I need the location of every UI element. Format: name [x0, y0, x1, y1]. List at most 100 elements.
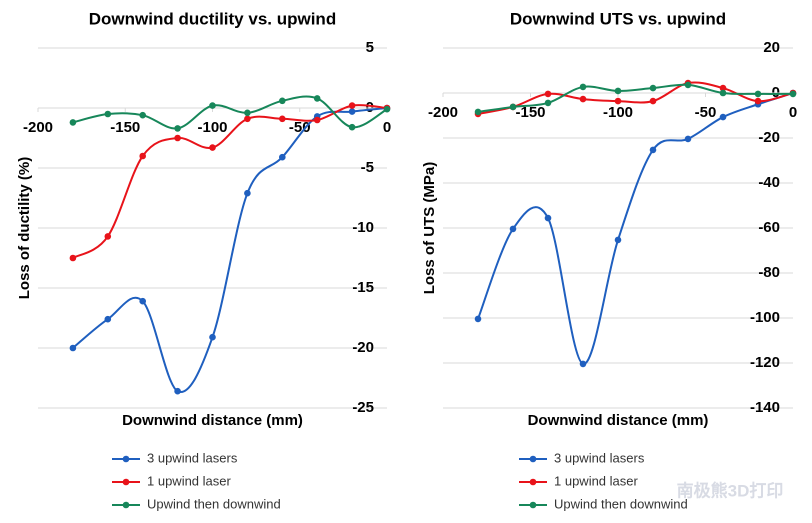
legend-marker: [122, 455, 130, 463]
x-tick-label: -50: [695, 104, 717, 121]
point: [209, 144, 216, 151]
x-tick-label: -200: [23, 119, 53, 136]
point: [69, 119, 77, 126]
chart-title: Downwind UTS vs. upwind: [510, 9, 726, 28]
point: [649, 146, 657, 154]
point: [174, 134, 181, 142]
series-line: [477, 81, 794, 115]
y-tick-label: -100: [750, 309, 780, 326]
legend-label: Upwind then downwind: [147, 496, 281, 511]
point: [719, 89, 727, 97]
point: [544, 99, 552, 107]
x-tick-label: -100: [197, 119, 227, 136]
x-tick-label: -150: [110, 119, 140, 136]
point: [139, 111, 146, 119]
point: [279, 115, 286, 123]
point: [313, 116, 321, 124]
chart-title: Downwind ductility vs. upwind: [89, 9, 336, 28]
x-axis-title: Downwind distance (mm): [528, 412, 709, 429]
legend-label: 3 upwind lasers: [147, 450, 238, 465]
point: [509, 103, 517, 111]
point: [104, 233, 112, 240]
x-tick-label: -50: [289, 119, 311, 136]
point: [279, 97, 286, 105]
point: [348, 102, 356, 109]
y-tick-label: -120: [750, 354, 780, 371]
point: [174, 125, 181, 132]
y-tick-label: 5: [366, 39, 374, 56]
point: [719, 84, 727, 92]
point: [209, 333, 216, 341]
x-tick-label: 0: [789, 104, 797, 121]
point: [579, 83, 587, 91]
point: [348, 123, 356, 131]
point: [719, 113, 727, 121]
point: [209, 102, 216, 109]
y-tick-label: 20: [763, 39, 780, 56]
legend-label: 3 upwind lasers: [554, 450, 645, 465]
point: [544, 214, 552, 222]
x-tick-label: -100: [603, 104, 633, 121]
point: [649, 97, 657, 105]
point: [579, 95, 587, 103]
legend-label: 1 upwind laser: [147, 473, 231, 488]
series-line: [72, 95, 388, 130]
legend-marker: [122, 501, 130, 509]
point: [684, 81, 692, 89]
y-tick-label: -5: [361, 159, 374, 176]
y-tick-label: 0: [772, 84, 780, 101]
point: [313, 95, 321, 102]
y-tick-label: -20: [352, 339, 374, 356]
point: [614, 236, 622, 244]
y-tick-label: -60: [758, 219, 780, 236]
point: [649, 84, 657, 92]
point: [244, 189, 251, 197]
legend-marker: [529, 501, 537, 509]
point: [69, 254, 77, 262]
y-tick-label: -10: [352, 219, 374, 236]
y-tick-label: -15: [352, 279, 374, 296]
y-tick-label: -20: [758, 129, 780, 146]
watermark: 南极熊3D打印: [677, 480, 784, 500]
point: [579, 360, 587, 368]
point: [244, 109, 251, 117]
point: [139, 297, 146, 305]
y-axis-title: Loss of ductility (%): [16, 157, 33, 300]
point: [279, 153, 286, 161]
point: [104, 110, 112, 118]
y-axis-title: Loss of UTS (MPa): [421, 162, 438, 295]
point: [789, 90, 797, 98]
point: [139, 152, 146, 160]
legend-marker: [122, 478, 130, 486]
point: [684, 135, 692, 143]
y-tick-label: 0: [366, 99, 374, 116]
point: [509, 225, 517, 233]
point: [69, 344, 77, 352]
point: [244, 115, 251, 123]
legend-marker: [529, 478, 537, 486]
y-tick-label: -140: [750, 399, 780, 416]
legend-label: Upwind then downwind: [554, 496, 688, 511]
point: [754, 97, 762, 105]
y-tick-label: -80: [758, 264, 780, 281]
point: [614, 97, 622, 105]
y-tick-label: -40: [758, 174, 780, 191]
x-axis-title: Downwind distance (mm): [122, 412, 303, 429]
point: [174, 387, 181, 395]
legend-label: 1 upwind laser: [554, 473, 638, 488]
point: [474, 315, 482, 323]
x-tick-label: 0: [383, 119, 391, 136]
y-tick-label: -25: [352, 399, 374, 416]
point: [348, 108, 356, 115]
series-line: [477, 83, 794, 113]
point: [614, 87, 622, 95]
legend-marker: [529, 455, 537, 463]
point: [104, 315, 112, 323]
point: [383, 105, 391, 113]
point: [754, 90, 762, 98]
x-tick-label: -150: [515, 104, 545, 121]
x-tick-label: -200: [428, 104, 458, 121]
series-line: [72, 107, 388, 393]
series-line: [477, 92, 794, 365]
